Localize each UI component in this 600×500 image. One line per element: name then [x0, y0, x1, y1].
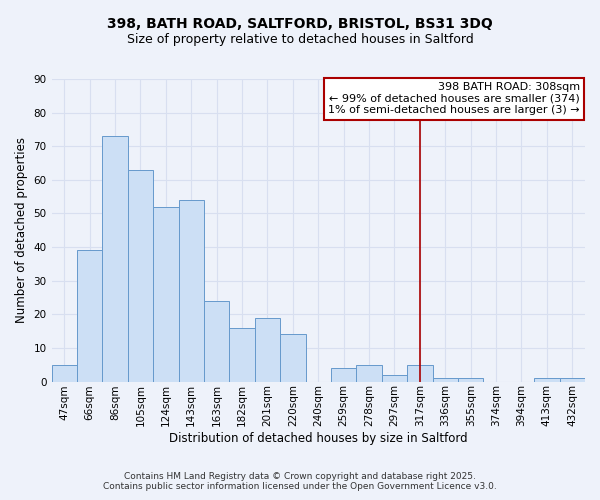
Bar: [128, 170, 153, 382]
Bar: [534, 378, 560, 382]
Text: Contains HM Land Registry data © Crown copyright and database right 2025.: Contains HM Land Registry data © Crown c…: [124, 472, 476, 481]
Bar: [356, 364, 382, 382]
Bar: [255, 318, 280, 382]
Bar: [382, 375, 407, 382]
Text: Contains public sector information licensed under the Open Government Licence v3: Contains public sector information licen…: [103, 482, 497, 491]
Bar: [229, 328, 255, 382]
Bar: [103, 136, 128, 382]
Bar: [77, 250, 103, 382]
Y-axis label: Number of detached properties: Number of detached properties: [15, 138, 28, 324]
Bar: [179, 200, 204, 382]
Bar: [560, 378, 585, 382]
Bar: [407, 364, 433, 382]
Bar: [458, 378, 484, 382]
Text: Size of property relative to detached houses in Saltford: Size of property relative to detached ho…: [127, 32, 473, 46]
Bar: [280, 334, 305, 382]
Bar: [52, 364, 77, 382]
Text: 398 BATH ROAD: 308sqm
← 99% of detached houses are smaller (374)
1% of semi-deta: 398 BATH ROAD: 308sqm ← 99% of detached …: [328, 82, 580, 115]
Bar: [153, 206, 179, 382]
Bar: [433, 378, 458, 382]
Bar: [331, 368, 356, 382]
Bar: [204, 301, 229, 382]
X-axis label: Distribution of detached houses by size in Saltford: Distribution of detached houses by size …: [169, 432, 467, 445]
Text: 398, BATH ROAD, SALTFORD, BRISTOL, BS31 3DQ: 398, BATH ROAD, SALTFORD, BRISTOL, BS31 …: [107, 18, 493, 32]
